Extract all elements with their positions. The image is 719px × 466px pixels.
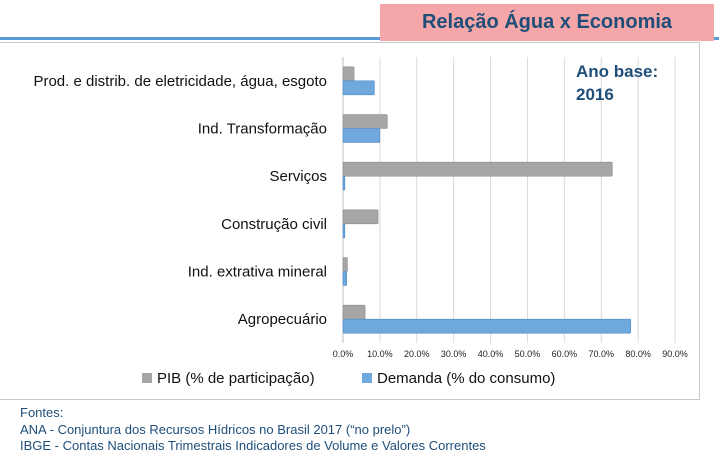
- x-tick-label: 10.0%: [367, 349, 393, 359]
- legend-swatch: [142, 373, 152, 383]
- x-tick-label: 70.0%: [588, 349, 614, 359]
- base-year-label: Ano base:: [576, 62, 659, 81]
- x-tick-label: 90.0%: [662, 349, 688, 359]
- x-tick-label: 30.0%: [441, 349, 467, 359]
- source-line-ana: ANA - Conjuntura dos Recursos Hídricos n…: [20, 421, 411, 437]
- bar-demanda: [342, 271, 347, 286]
- sources-block: Fontes: ANA - Conjuntura dos Recursos Hí…: [20, 405, 710, 455]
- bar-demanda: [342, 318, 632, 334]
- category-label: Agropecuário: [238, 311, 327, 328]
- page-title: Relação Água x Economia: [421, 11, 673, 33]
- category-label: Ind. Transformação: [198, 121, 327, 138]
- header-rule: [0, 37, 719, 40]
- bar-pib: [342, 66, 355, 82]
- x-tick-label: 80.0%: [625, 349, 651, 359]
- base-year-value: 2016: [576, 85, 614, 104]
- source-line-ibge: IBGE - Contas Nacionais Trimestrais Indi…: [20, 438, 486, 453]
- x-tick-label: 20.0%: [404, 349, 430, 359]
- x-tick-label: 60.0%: [552, 349, 578, 359]
- x-tick-label: 50.0%: [515, 349, 541, 359]
- bar-demanda: [342, 128, 381, 143]
- bar-pib: [342, 304, 366, 320]
- legend-label: PIB (% de participação): [157, 370, 315, 387]
- title-banner: Relação Água x Economia: [380, 4, 714, 41]
- bar-demanda: [342, 175, 346, 191]
- bar-demanda: [342, 223, 346, 239]
- base-year-annotation: Ano base: 2016: [576, 60, 686, 106]
- bar-pib: [342, 209, 379, 225]
- bar-pib: [342, 161, 613, 177]
- category-label: Ind. extrativa mineral: [188, 264, 327, 281]
- sources-heading: Fontes:: [20, 405, 64, 420]
- legend-swatch: [362, 373, 372, 383]
- category-label: Construção civil: [221, 216, 327, 233]
- x-tick-label: 40.0%: [478, 349, 504, 359]
- bar-pib: [342, 114, 388, 129]
- x-tick-label: 0.0%: [333, 349, 354, 359]
- category-label: Prod. e distrib. de eletricidade, água, …: [33, 73, 327, 90]
- bar-demanda: [342, 80, 375, 96]
- bar-pib: [342, 257, 348, 272]
- legend-label: Demanda (% do consumo): [377, 370, 555, 387]
- category-label: Serviços: [269, 168, 327, 185]
